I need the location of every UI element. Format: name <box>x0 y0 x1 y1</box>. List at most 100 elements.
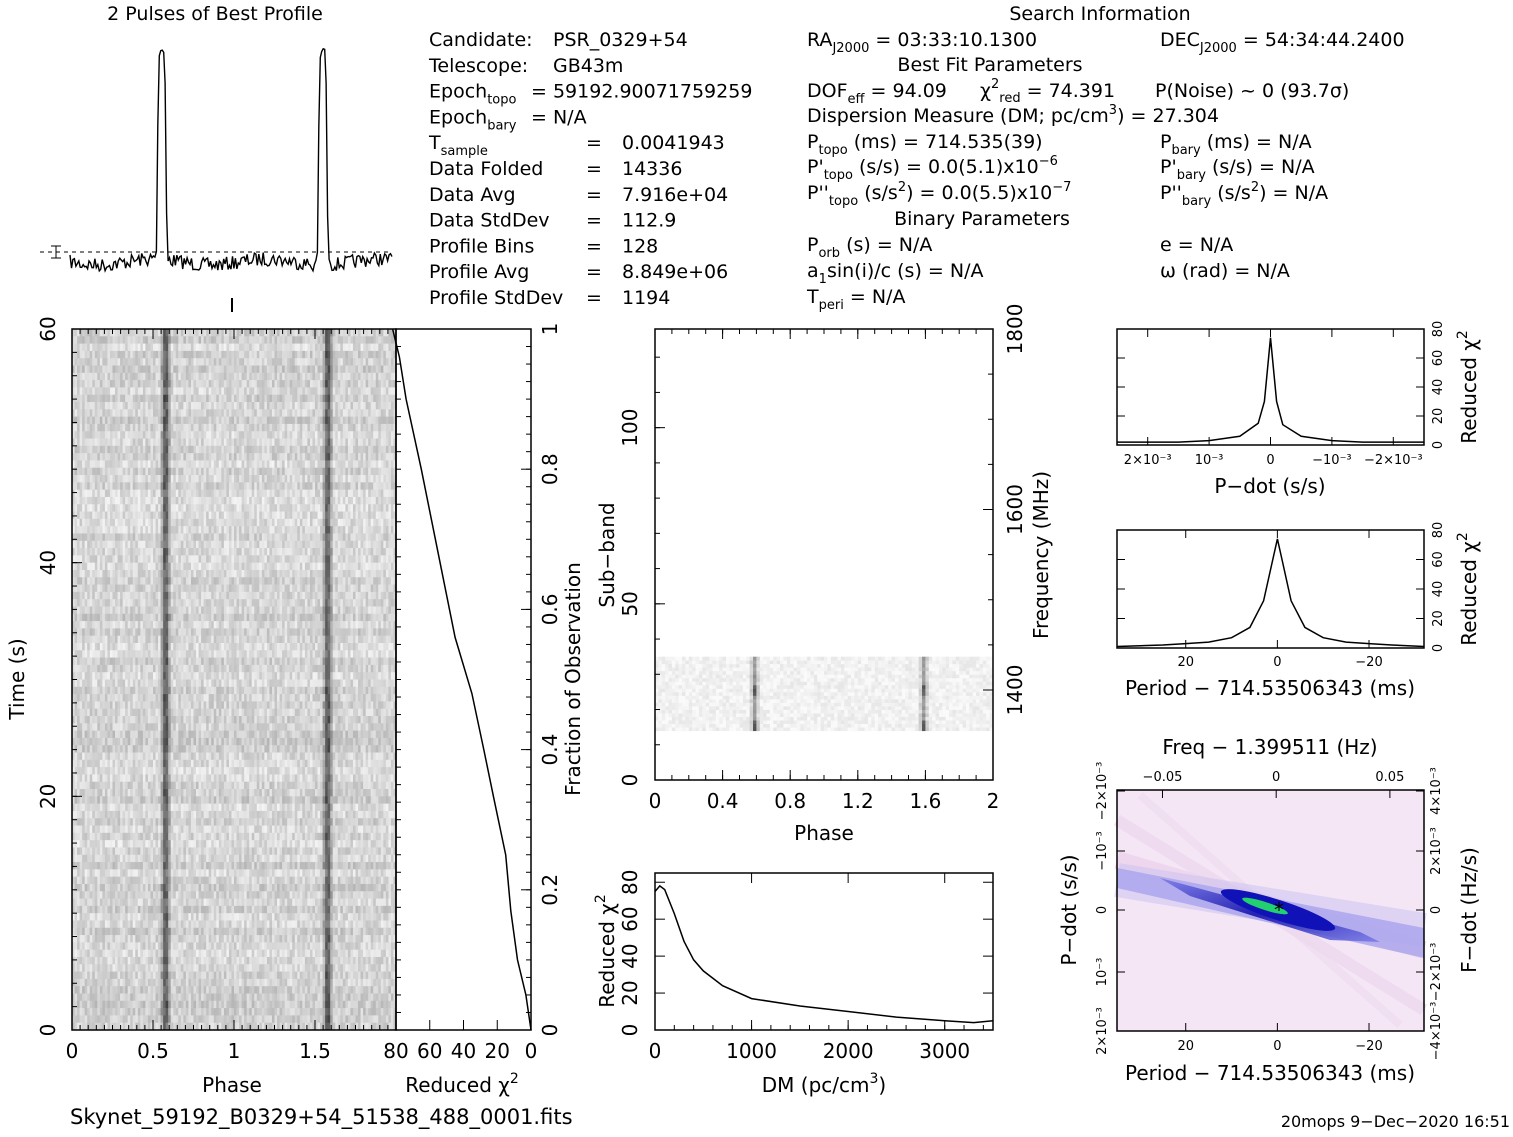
heatmap-cell <box>140 336 143 344</box>
heatmap-cell <box>214 541 217 549</box>
heatmap-cell <box>302 555 305 563</box>
heatmap-cell <box>138 402 141 410</box>
heatmap-cell <box>366 475 369 483</box>
heatmap-cell <box>378 490 381 498</box>
heatmap-cell <box>100 446 103 454</box>
heatmap-cell <box>183 526 186 534</box>
heatmap-cell <box>335 585 338 593</box>
heatmap-cell <box>173 395 176 403</box>
heatmap-cell <box>330 380 333 388</box>
heatmap-cell <box>366 329 369 337</box>
heatmap-cell <box>297 424 300 432</box>
heatmap-cell <box>118 592 121 600</box>
heatmap-cell <box>100 387 103 395</box>
heatmap-cell <box>328 446 331 454</box>
heatmap-cell <box>120 585 123 593</box>
heatmap-cell <box>323 439 326 447</box>
heatmap-cell <box>242 439 245 447</box>
heatmap-cell <box>80 541 83 549</box>
heatmap-cell <box>242 395 245 403</box>
heatmap-cell <box>143 366 146 374</box>
heatmap-cell <box>249 453 252 461</box>
heatmap-cell <box>92 482 95 490</box>
heatmap-cell <box>318 512 321 520</box>
heatmap-cell <box>214 395 217 403</box>
heatmap-cell <box>105 548 108 556</box>
heatmap-cell <box>391 395 394 403</box>
heatmap-cell <box>348 497 351 505</box>
heatmap-cell <box>348 555 351 563</box>
heatmap-cell <box>211 431 214 439</box>
heatmap-cell <box>82 563 85 571</box>
heatmap-cell <box>75 497 78 505</box>
heatmap-cell <box>259 599 262 607</box>
heatmap-cell <box>171 555 174 563</box>
heatmap-cell <box>123 512 126 520</box>
heatmap-cell <box>242 453 245 461</box>
heatmap-cell <box>366 387 369 395</box>
heatmap-cell <box>219 555 222 563</box>
heatmap-cell <box>307 555 310 563</box>
heatmap-cell <box>280 599 283 607</box>
heatmap-cell <box>353 512 356 520</box>
heatmap-cell <box>75 424 78 432</box>
heatmap-cell <box>113 402 116 410</box>
heatmap-cell <box>90 468 93 476</box>
heatmap-cell <box>383 585 386 593</box>
heatmap-cell <box>118 329 121 337</box>
heatmap-cell <box>191 519 194 527</box>
heatmap-cell <box>330 599 333 607</box>
heatmap-cell <box>275 380 278 388</box>
heatmap-cell <box>231 431 234 439</box>
heatmap-cell <box>264 548 267 556</box>
heatmap-cell <box>290 380 293 388</box>
heatmap-cell <box>371 541 374 549</box>
heatmap-cell <box>199 344 202 352</box>
heatmap-cell <box>216 351 219 359</box>
heatmap-cell <box>383 475 386 483</box>
heatmap-cell <box>363 373 366 381</box>
heatmap-cell <box>138 453 141 461</box>
heatmap-cell <box>133 606 136 614</box>
heatmap-cell <box>249 570 252 578</box>
heatmap-cell <box>249 533 252 541</box>
heatmap-cell <box>356 563 359 571</box>
heatmap-cell <box>166 599 169 607</box>
heatmap-cell <box>199 380 202 388</box>
heatmap-cell <box>239 460 242 468</box>
heatmap-cell <box>330 526 333 534</box>
heatmap-cell <box>209 453 212 461</box>
heatmap-cell <box>219 380 222 388</box>
heatmap-cell <box>166 490 169 498</box>
heatmap-cell <box>315 380 318 388</box>
heatmap-cell <box>358 358 361 366</box>
heatmap-cell <box>292 490 295 498</box>
heatmap-cell <box>224 417 227 425</box>
heatmap-cell <box>161 351 164 359</box>
heatmap-cell <box>224 512 227 520</box>
heatmap-cell <box>361 504 364 512</box>
heatmap-cell <box>363 387 366 395</box>
heatmap-cell <box>181 366 184 374</box>
heatmap-cell <box>280 504 283 512</box>
heatmap-cell <box>373 460 376 468</box>
heatmap-cell <box>206 373 209 381</box>
heatmap-cell <box>186 424 189 432</box>
heatmap-cell <box>199 482 202 490</box>
heatmap-cell <box>290 512 293 520</box>
heatmap-cell <box>315 395 318 403</box>
candidate-label: Epochbary <box>429 106 517 133</box>
heatmap-cell <box>95 490 98 498</box>
heatmap-cell <box>138 431 141 439</box>
heatmap-cell <box>262 555 265 563</box>
heatmap-cell <box>97 475 100 483</box>
heatmap-cell <box>315 358 318 366</box>
heatmap-cell <box>378 387 381 395</box>
heatmap-cell <box>295 563 298 571</box>
heatmap-cell <box>77 563 80 571</box>
heatmap-cell <box>234 439 237 447</box>
heatmap-cell <box>328 329 331 337</box>
heatmap-cell <box>148 490 151 498</box>
heatmap-cell <box>277 519 280 527</box>
heatmap-cell <box>140 475 143 483</box>
